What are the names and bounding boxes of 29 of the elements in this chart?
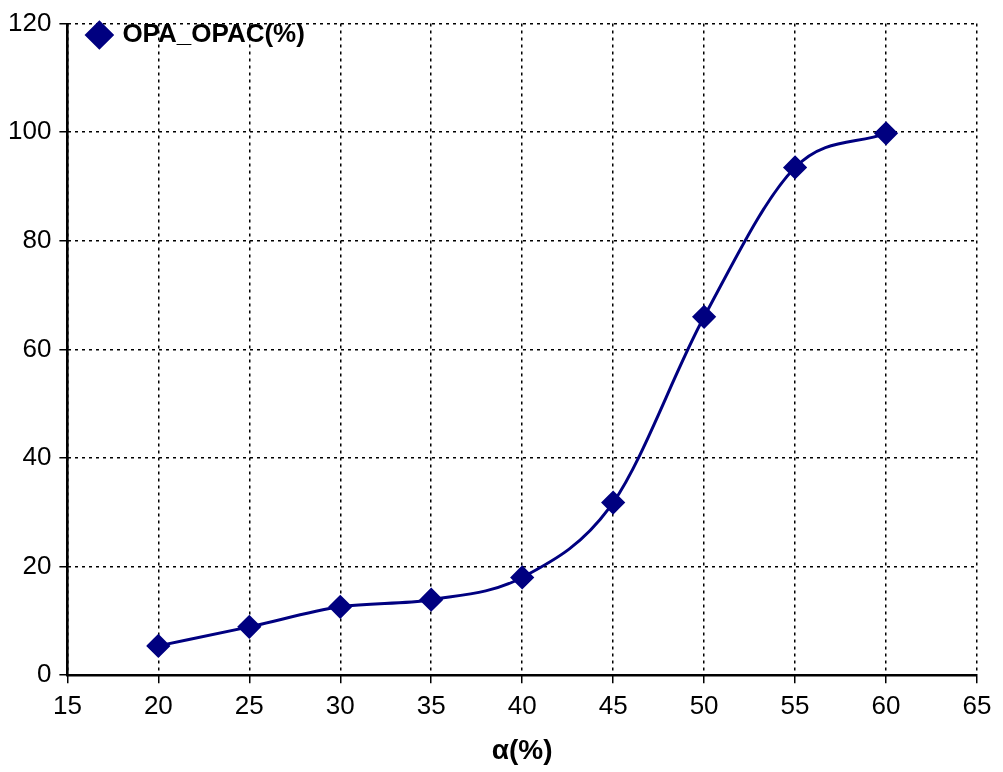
y-tick-label: 120 <box>7 6 52 37</box>
x-tick-label: 15 <box>52 689 82 720</box>
x-tick-label: 40 <box>507 689 537 720</box>
y-tick-label: 0 <box>36 658 52 689</box>
point <box>874 121 898 145</box>
point <box>692 305 716 329</box>
legend-label: OPA_OPAC(%) <box>122 18 305 49</box>
y-tick-label: 40 <box>22 441 52 472</box>
point <box>510 565 534 589</box>
x-axis-title: α(%) <box>491 733 553 765</box>
x-tick-label: 55 <box>780 689 810 720</box>
x-tick-label: 35 <box>416 689 446 720</box>
point <box>146 634 170 658</box>
x-tick-label: 25 <box>234 689 264 720</box>
point <box>237 615 261 639</box>
point <box>419 588 443 612</box>
y-tick-label: 60 <box>22 332 52 363</box>
y-tick-label: 20 <box>22 549 52 580</box>
x-tick-label: 50 <box>689 689 719 720</box>
point <box>783 156 807 179</box>
x-tick-label: 45 <box>598 689 628 720</box>
x-tick-label: 65 <box>962 689 992 720</box>
point <box>328 595 352 619</box>
point <box>601 491 625 515</box>
y-tick-label: 80 <box>22 223 52 254</box>
x-tick-label: 20 <box>143 689 173 720</box>
x-tick-label: 60 <box>871 689 901 720</box>
x-tick-label: 30 <box>325 689 355 720</box>
y-tick-label: 100 <box>7 115 52 146</box>
